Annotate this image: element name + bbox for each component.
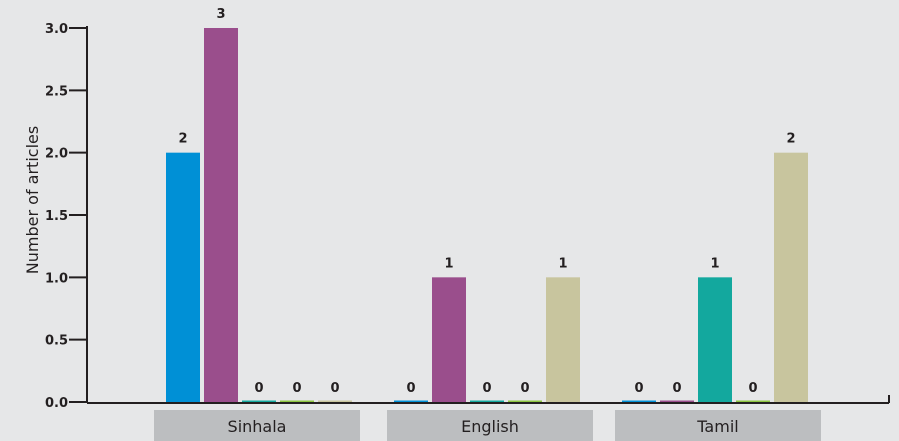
bar-english-4 <box>508 400 542 402</box>
category-bands: Sinhala English Tamil <box>154 410 821 441</box>
bar-tamil-4 <box>736 400 770 402</box>
category-band-sinhala <box>154 410 360 441</box>
bar-tamil-3 <box>698 277 732 402</box>
data-label: 1 <box>444 256 453 271</box>
data-label: 0 <box>254 381 263 396</box>
data-label: 0 <box>634 381 643 396</box>
y-axis-ticks: 0.0 0.5 1.0 1.5 2.0 2.5 3.0 <box>45 22 87 411</box>
bar-tamil-5 <box>774 152 808 402</box>
data-label: 0 <box>482 381 491 396</box>
bar-english-2 <box>432 277 466 402</box>
y-tick-label: 1.0 <box>45 271 68 286</box>
axes <box>86 26 890 404</box>
data-label: 0 <box>330 381 339 396</box>
y-tick-label: 3.0 <box>45 22 68 37</box>
y-axis-title: Number of articles <box>23 126 42 274</box>
data-label: 0 <box>672 381 681 396</box>
data-label: 0 <box>292 381 301 396</box>
bar-english-3 <box>470 400 504 402</box>
data-label: 2 <box>178 132 187 147</box>
bar-sinhala-3 <box>242 400 276 402</box>
data-label: 0 <box>406 381 415 396</box>
bar-sinhala-1 <box>166 152 200 402</box>
bar-tamil-1 <box>622 400 656 402</box>
y-tick-label: 1.5 <box>45 209 68 224</box>
data-label: 1 <box>558 256 567 271</box>
bar-tamil-2 <box>660 400 694 402</box>
category-band-english <box>387 410 593 441</box>
category-label-tamil: Tamil <box>696 417 738 436</box>
data-label: 1 <box>710 256 719 271</box>
category-band-tamil <box>615 410 821 441</box>
y-tick-label: 0.0 <box>45 396 68 411</box>
bar-english-1 <box>394 400 428 402</box>
bar-english-5 <box>546 277 580 402</box>
bars <box>166 28 808 402</box>
y-tick-label: 0.5 <box>45 334 68 349</box>
data-label: 0 <box>520 381 529 396</box>
bar-sinhala-4 <box>280 400 314 402</box>
category-label-english: English <box>461 417 519 436</box>
y-tick-label: 2.5 <box>45 84 68 99</box>
bar-sinhala-5 <box>318 400 352 402</box>
data-labels: 2 3 0 0 0 0 1 0 0 1 0 0 1 0 2 <box>178 7 795 396</box>
data-label: 2 <box>786 132 795 147</box>
y-tick-label: 2.0 <box>45 147 68 162</box>
data-label: 3 <box>216 7 225 22</box>
category-label-sinhala: Sinhala <box>228 417 287 436</box>
bar-sinhala-2 <box>204 28 238 402</box>
data-label: 0 <box>748 381 757 396</box>
